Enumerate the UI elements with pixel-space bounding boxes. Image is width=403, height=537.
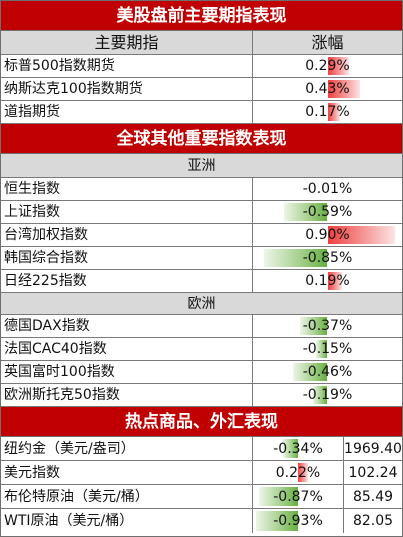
- row-name: 德国DAX指数: [1, 315, 253, 337]
- row-name: 台湾加权指数: [1, 224, 253, 246]
- change-cell: -0.01%: [253, 178, 402, 200]
- change-bar: [298, 463, 308, 482]
- table-row: WTI原油（美元/桶） -0.93% 82.05: [1, 509, 402, 533]
- row-name: 日经225指数: [1, 270, 253, 292]
- change-cell: -0.93%: [253, 509, 344, 533]
- row-name: WTI原油（美元/桶）: [1, 509, 253, 533]
- row-name: 标普500指数期货: [1, 55, 253, 77]
- change-value: 0.29%: [305, 58, 350, 74]
- change-bar: [313, 386, 328, 404]
- change-cell: 0.90%: [253, 224, 402, 246]
- change-cell: 0.43%: [253, 78, 402, 100]
- change-value: -0.01%: [302, 181, 353, 197]
- change-bar: [327, 80, 360, 98]
- change-value: -0.59%: [302, 204, 353, 220]
- change-cell: 0.22%: [253, 461, 344, 484]
- change-value: -0.46%: [302, 364, 353, 380]
- row-name: 恒生指数: [1, 178, 253, 200]
- table-row: 恒生指数 -0.01%: [1, 178, 402, 201]
- change-bar: [327, 272, 342, 290]
- change-cell: -0.37%: [253, 315, 402, 337]
- change-bar: [264, 249, 328, 267]
- change-value: 0.90%: [305, 227, 350, 243]
- row-name: 欧洲斯托克50指数: [1, 384, 253, 406]
- row-name: 上证指数: [1, 201, 253, 223]
- futures-col-name-header: 主要期指: [1, 31, 253, 54]
- change-value: -0.34%: [273, 441, 323, 457]
- table-row: 纽约金（美元/盎司） -0.34% 1969.40: [1, 437, 402, 461]
- change-value: -0.87%: [273, 489, 323, 505]
- row-name: 法国CAC40指数: [1, 338, 253, 360]
- change-value: -0.19%: [302, 387, 353, 403]
- table-row: 英国富时100指数 -0.46%: [1, 361, 402, 384]
- change-cell: -0.46%: [253, 361, 402, 383]
- change-value: -0.93%: [273, 513, 323, 529]
- change-bar: [327, 226, 395, 244]
- table-row: 韩国综合指数 -0.85%: [1, 247, 402, 270]
- table-row: 上证指数 -0.59%: [1, 201, 402, 224]
- change-cell: 0.17%: [253, 101, 402, 123]
- change-bar: [283, 203, 328, 221]
- change-value: 0.22%: [275, 465, 321, 481]
- row-name: 纳斯达克100指数期货: [1, 78, 253, 100]
- table-row: 德国DAX指数 -0.37%: [1, 315, 402, 338]
- row-name: 美元指数: [1, 461, 253, 484]
- change-bar: [258, 487, 298, 506]
- change-cell: -0.15%: [253, 338, 402, 360]
- region-header-europe: 欧洲: [1, 293, 402, 315]
- table-row: 美元指数 0.22% 102.24: [1, 461, 402, 485]
- region-label-europe: 欧洲: [187, 296, 216, 312]
- futures-col-change-header: 涨幅: [311, 33, 344, 52]
- change-cell: -0.59%: [253, 201, 402, 223]
- change-bar: [327, 57, 350, 75]
- change-bar: [316, 340, 328, 358]
- table-row: 道指期货 0.17%: [1, 101, 402, 124]
- futures-section-title: 美股盘前主要期指表现: [1, 1, 402, 31]
- row-name: 道指期货: [1, 101, 253, 123]
- change-cell: 0.19%: [253, 270, 402, 292]
- change-value: 0.19%: [305, 273, 350, 289]
- change-bar: [326, 180, 328, 198]
- global-indices-section-title: 全球其他重要指数表现: [1, 124, 402, 154]
- row-name: 纽约金（美元/盎司）: [1, 437, 253, 460]
- change-value: 0.43%: [305, 81, 350, 97]
- change-value: -0.85%: [302, 250, 353, 266]
- row-name: 布伦特原油（美元/桶）: [1, 485, 253, 508]
- table-row: 标普500指数期货 0.29%: [1, 55, 402, 78]
- table-row: 欧洲斯托克50指数 -0.19%: [1, 384, 402, 407]
- change-bar: [256, 511, 298, 531]
- region-label-asia: 亚洲: [187, 158, 216, 174]
- change-cell: -0.87%: [253, 485, 344, 508]
- change-cell: -0.19%: [253, 384, 402, 406]
- price-value: 85.49: [352, 489, 394, 505]
- price-value: 102.24: [348, 465, 398, 481]
- change-value: 0.17%: [305, 104, 350, 120]
- change-cell: 0.29%: [253, 55, 402, 77]
- change-bar: [327, 103, 341, 121]
- change-value: -0.15%: [302, 341, 353, 357]
- price-value: 82.05: [352, 513, 394, 529]
- table-row: 法国CAC40指数 -0.15%: [1, 338, 402, 361]
- change-bar: [299, 317, 328, 335]
- table-row: 布伦特原油（美元/桶） -0.87% 85.49: [1, 485, 402, 509]
- price-value: 1969.40: [344, 441, 402, 457]
- table-row: 日经225指数 0.19%: [1, 270, 402, 293]
- table-row: 纳斯达克100指数期货 0.43%: [1, 78, 402, 101]
- region-header-asia: 亚洲: [1, 154, 402, 178]
- row-name: 英国富时100指数: [1, 361, 253, 383]
- row-name: 韩国综合指数: [1, 247, 253, 269]
- change-cell: -0.85%: [253, 247, 402, 269]
- change-bar: [282, 439, 298, 458]
- commodities-section-title: 热点商品、外汇表现: [1, 407, 402, 437]
- change-cell: -0.34%: [253, 437, 344, 460]
- change-value: -0.37%: [302, 318, 353, 334]
- table-row: 台湾加权指数 0.90%: [1, 224, 402, 247]
- change-bar: [293, 363, 328, 381]
- futures-header-row: 主要期指 涨幅: [1, 31, 402, 55]
